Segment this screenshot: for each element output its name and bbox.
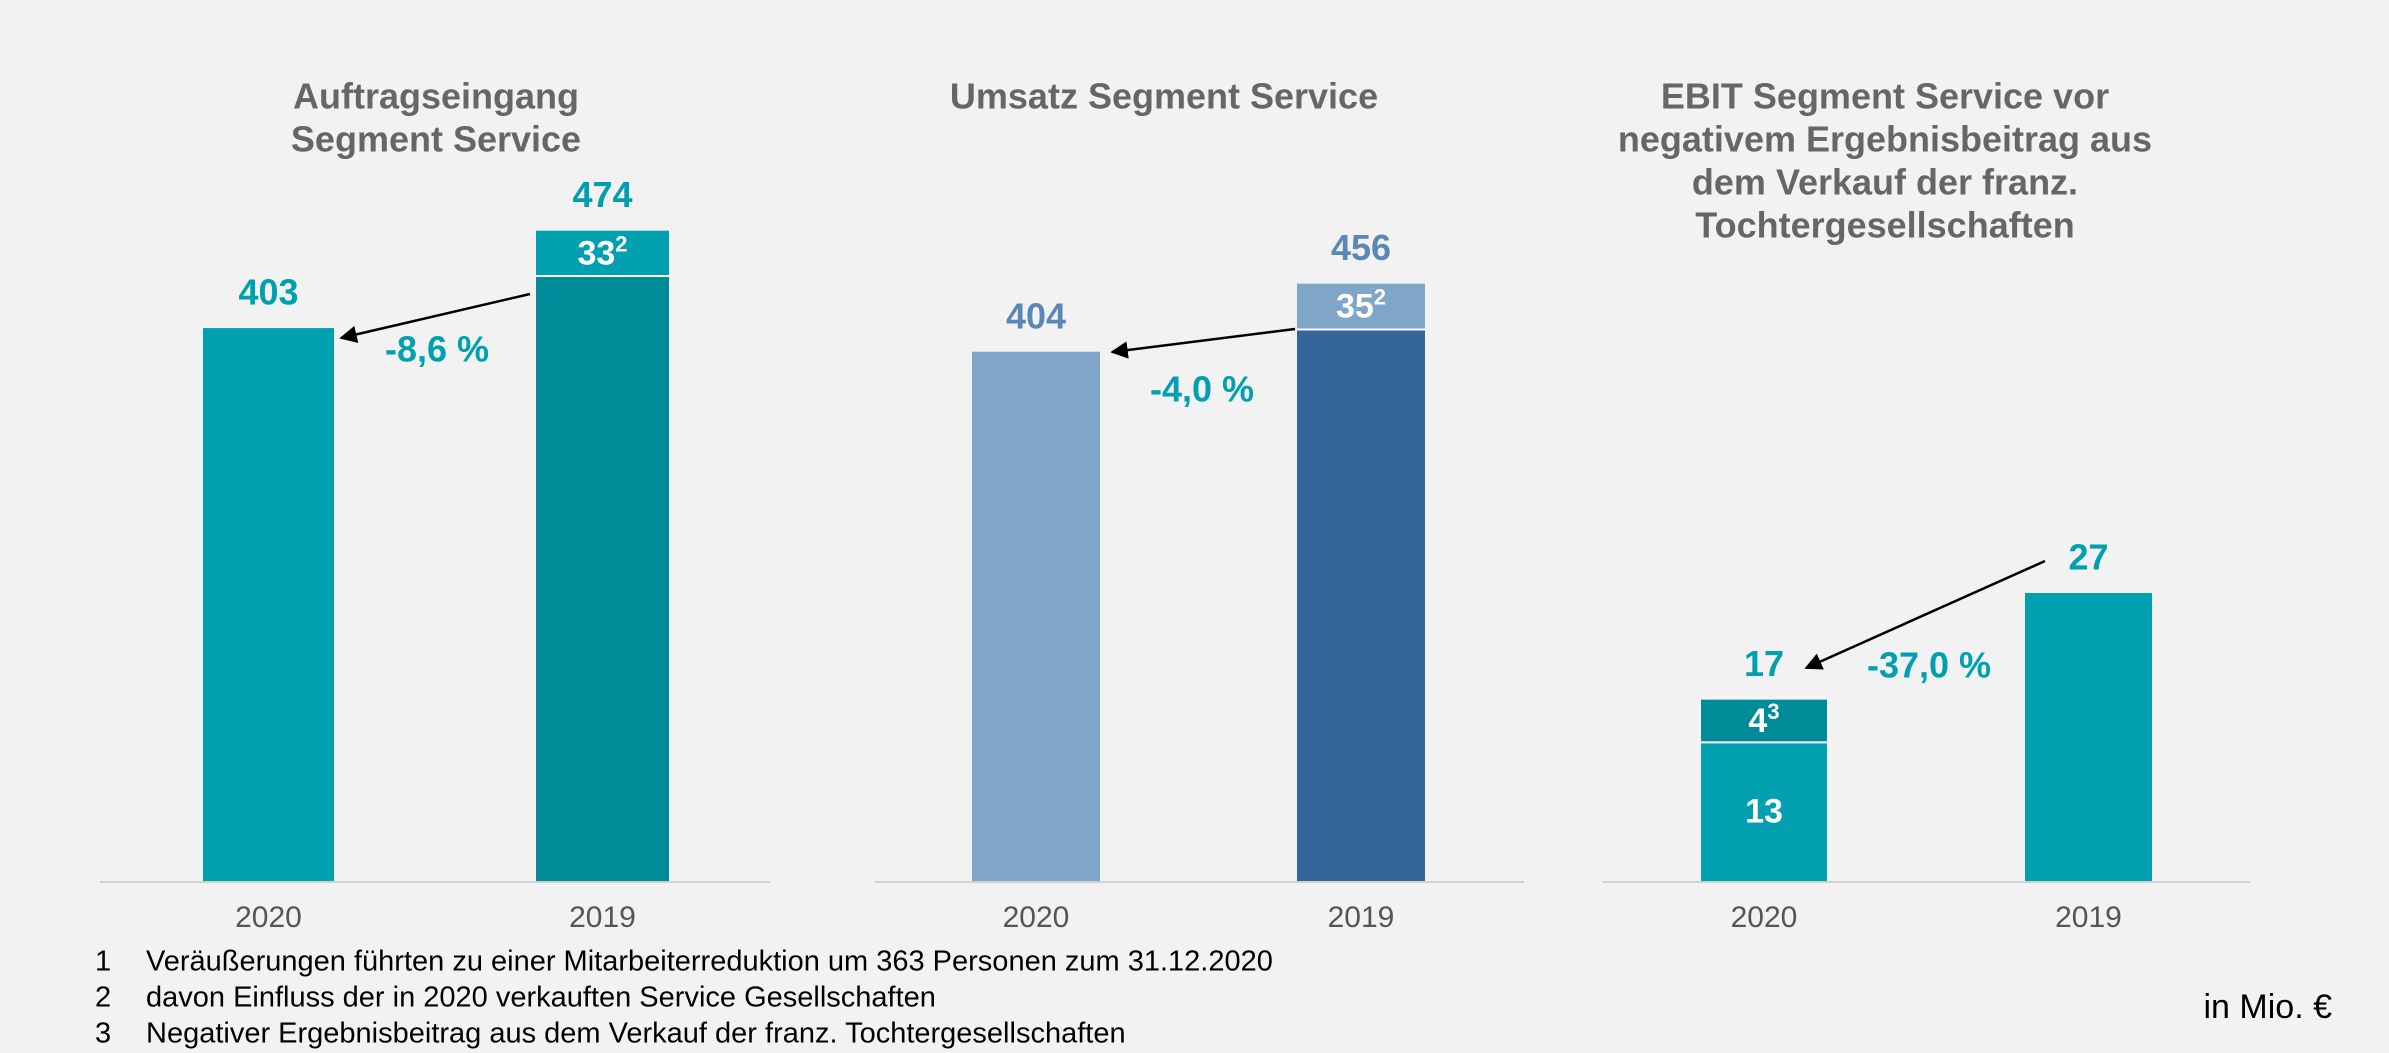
segment-value: 13: [1745, 793, 1783, 831]
chart-title: EBIT Segment Service vor: [1661, 76, 2109, 117]
segment-label: 332: [577, 231, 627, 272]
bar-segment: [1297, 329, 1425, 881]
total-label: 474: [572, 174, 632, 215]
x-tick-label: 2019: [2055, 901, 2122, 934]
chart-title: Auftragseingang: [293, 76, 579, 117]
footnote-mark: 3: [1767, 699, 1779, 724]
bar-segment: [1297, 283, 1425, 330]
total-label: 17: [1744, 643, 1784, 684]
x-tick-label: 2020: [1003, 901, 1070, 934]
total-label: 403: [238, 272, 298, 313]
unit-label: in Mio. €: [2204, 988, 2333, 1026]
x-tick-label: 2019: [569, 901, 636, 934]
x-tick-label: 2020: [1731, 901, 1798, 934]
segment-value: 4: [1748, 702, 1767, 740]
change-label: -37,0 %: [1867, 645, 1991, 686]
change-arrow: [339, 292, 531, 343]
bar-segment: [536, 275, 669, 881]
footnote-mark: 2: [615, 231, 627, 256]
bar-segment: [1701, 699, 1827, 743]
bar-segment: [1701, 742, 1827, 881]
segment-value: 33: [577, 234, 615, 272]
footnote-mark: 2: [1374, 284, 1386, 309]
segment-label: 13: [1745, 793, 1783, 831]
chart-title: negativem Ergebnisbeitrag aus: [1618, 119, 2152, 160]
total-label: 456: [1331, 227, 1391, 268]
footnote-text: Veräußerungen führten zu einer Mitarbeit…: [146, 946, 1273, 978]
change-label: -4,0 %: [1150, 369, 1254, 410]
bar-segment: [2025, 593, 2152, 881]
segment-label: 43: [1748, 699, 1779, 740]
total-label: 27: [2068, 537, 2108, 578]
chart-title: Umsatz Segment Service: [950, 76, 1378, 117]
change-arrow: [1804, 559, 2046, 670]
change-arrow: [1110, 327, 1296, 359]
footnote-text: davon Einfluss der in 2020 verkauften Se…: [146, 982, 936, 1014]
footnote-number: 2: [95, 982, 111, 1014]
footnote-text: Negativer Ergebnisbeitrag aus dem Verkau…: [146, 1018, 1126, 1050]
segment-label: 352: [1336, 284, 1386, 325]
segment-value: 35: [1336, 288, 1374, 326]
footnote-number: 1: [95, 946, 111, 978]
chart-title: Tochtergesellschaften: [1695, 205, 2074, 246]
chart-title: Segment Service: [291, 119, 581, 160]
total-label: 404: [1006, 295, 1066, 336]
bar-segment: [536, 230, 669, 276]
bar-segment: [972, 351, 1100, 881]
x-tick-label: 2019: [1328, 901, 1395, 934]
chart-title: dem Verkauf der franz.: [1692, 162, 2078, 203]
change-label: -8,6 %: [385, 329, 489, 370]
footnote-number: 3: [95, 1018, 111, 1050]
bar-segment: [203, 328, 334, 882]
x-tick-label: 2020: [235, 901, 302, 934]
